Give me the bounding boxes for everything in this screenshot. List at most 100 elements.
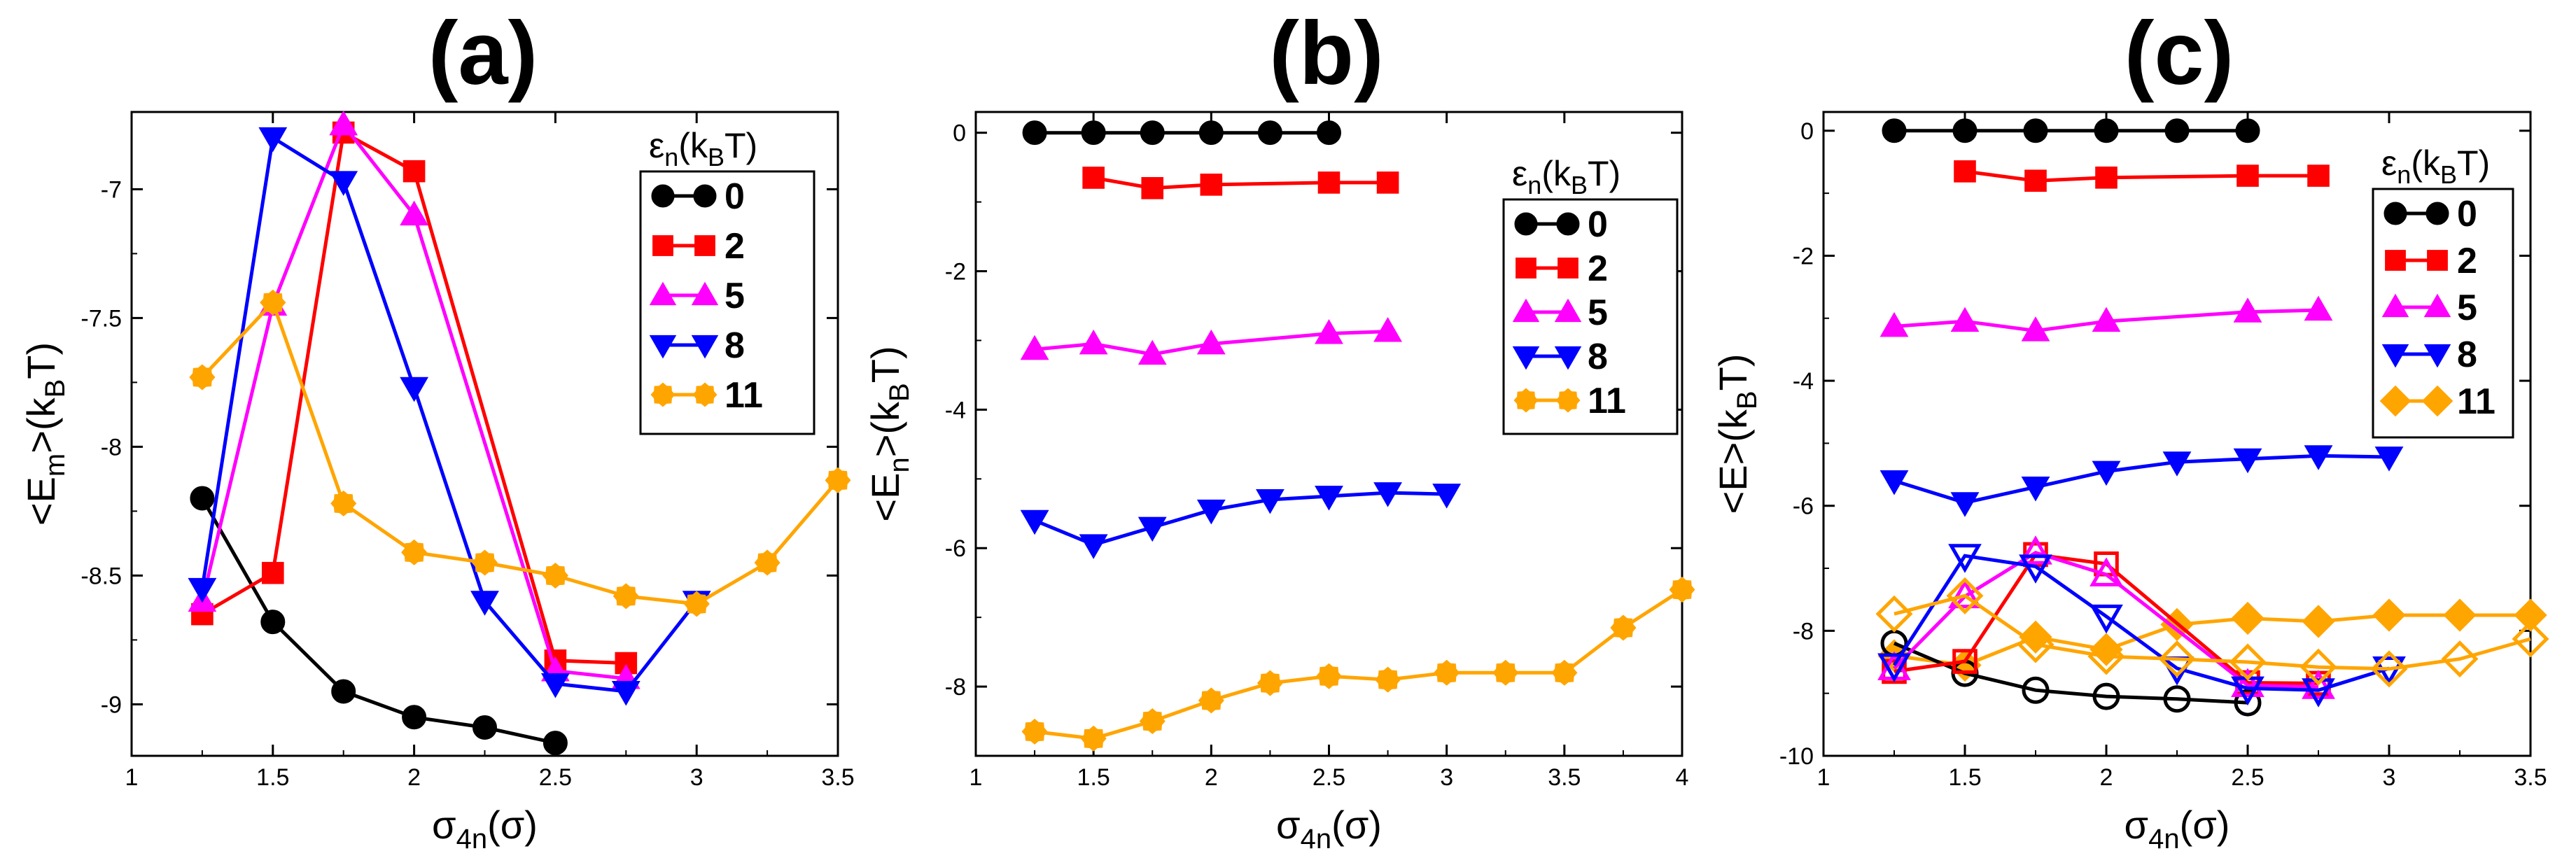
legend-marker [652,235,673,256]
legend-marker [2381,293,2409,318]
data-point [2514,598,2547,632]
legend-marker [694,235,715,256]
data-point [1082,167,1105,189]
panel-b: (b) 1 1.5 2 2.5 3 3.5 4 0 -2 -4 -6 -8 σ4n(σ) <En>(kBT)… [863,3,1695,855]
data-point [1315,486,1343,511]
data-point [615,652,638,675]
legend-marker [691,335,719,359]
data-point [1877,653,1911,683]
data-point [1200,174,1223,196]
legend-entry-5: 5 [2381,288,2477,328]
data-point [2231,601,2264,635]
series-line [200,134,699,694]
y-axis-label: <Em>(kBT) [19,342,71,526]
data-point [400,200,429,226]
data-point [1257,120,1282,146]
y-tick-label: -8 [945,674,966,701]
data-point [2021,476,2050,502]
data-point [1376,171,1399,194]
series-11 [189,289,851,617]
x-tick-label: 2.5 [1312,764,1345,791]
data-point [825,467,851,493]
data-point [329,171,358,196]
series-line [1093,176,1388,190]
y-axis-label: <E>(kBT) [1711,354,1763,514]
x-tick-label: 3.5 [821,764,854,791]
data-point [540,673,570,698]
data-point [2090,633,2123,666]
legend-marker [2384,202,2407,225]
data-point [2092,460,2121,486]
data-point [683,591,710,617]
data-point [2092,682,2120,710]
data-point [1020,335,1049,360]
y-tick-label: -4 [1793,368,1814,395]
data-point [2236,164,2259,187]
data-point [1492,659,1519,686]
series-2 [1954,160,2330,192]
data-point [2374,446,2404,472]
data-point [470,591,499,616]
data-point [402,705,427,730]
y-tick-label: -7.5 [80,305,122,332]
data-point [2094,118,2119,143]
series-line [201,129,626,665]
legend-entry-0: 0 [651,176,745,217]
data-point [1138,516,1167,542]
data-point [401,539,428,565]
x-axis-label: σ4n(σ) [2124,803,2230,855]
data-point [2370,650,2408,688]
data-point [2231,668,2264,698]
data-point [2022,676,2050,704]
x-tick-label: 4 [1676,764,1689,791]
data-point [2307,164,2330,187]
series-line [1034,588,1684,740]
x-tick-label: 2 [407,764,421,791]
data-point [1432,484,1462,509]
legend-entry-11: 11 [650,375,763,416]
x-tick-label: 3 [690,764,704,791]
series-0 [1022,120,1341,146]
legend-entry-0: 0 [1514,204,1608,245]
data-point [1140,120,1165,146]
panel-title: (c) [2124,3,2234,104]
legend-entry-11: 11 [1513,381,1626,421]
series-2 [1082,167,1399,199]
data-point [2512,620,2549,658]
x-tick-label: 3.5 [1548,764,1581,791]
legend-label: 11 [2457,381,2496,422]
data-point [2163,685,2191,713]
data-point [471,549,498,576]
data-point [1079,534,1108,559]
x-tick-label: 1.5 [1077,764,1110,791]
legend-label: 5 [1588,293,1608,333]
data-point [1373,317,1402,342]
series-5 [1879,295,2333,342]
legend-label: 0 [1588,204,1608,245]
data-point [2095,166,2118,189]
data-point [1950,492,1980,517]
x-tick-label: 1 [969,764,983,791]
y-tick-label: -7 [101,176,122,203]
data-point [2441,640,2479,678]
legend-marker [692,382,718,407]
data-point [1948,544,1982,573]
data-point [2164,118,2190,143]
y-tick-label: 0 [953,120,966,147]
data-point [2233,448,2262,474]
legend-entry-2: 2 [652,226,745,267]
legend-entry-2: 2 [2385,241,2477,281]
data-point [2024,169,2047,192]
series-line [1893,550,2319,689]
x-axis-label: σ4n(σ) [432,803,538,855]
data-point [1256,489,1284,514]
panel-c: (c) 1 1.5 2 2.5 3 3.5 0 -2 -4 -6 -8 -10 σ4n(σ) <E>(kBT… [1711,3,2549,855]
legend-entry-0: 0 [2384,194,2477,234]
data-point [2302,605,2335,638]
data-point [2229,643,2267,681]
panel-title: (b) [1269,3,1383,104]
series-line [1893,453,2390,505]
legend-label: 0 [724,176,745,217]
